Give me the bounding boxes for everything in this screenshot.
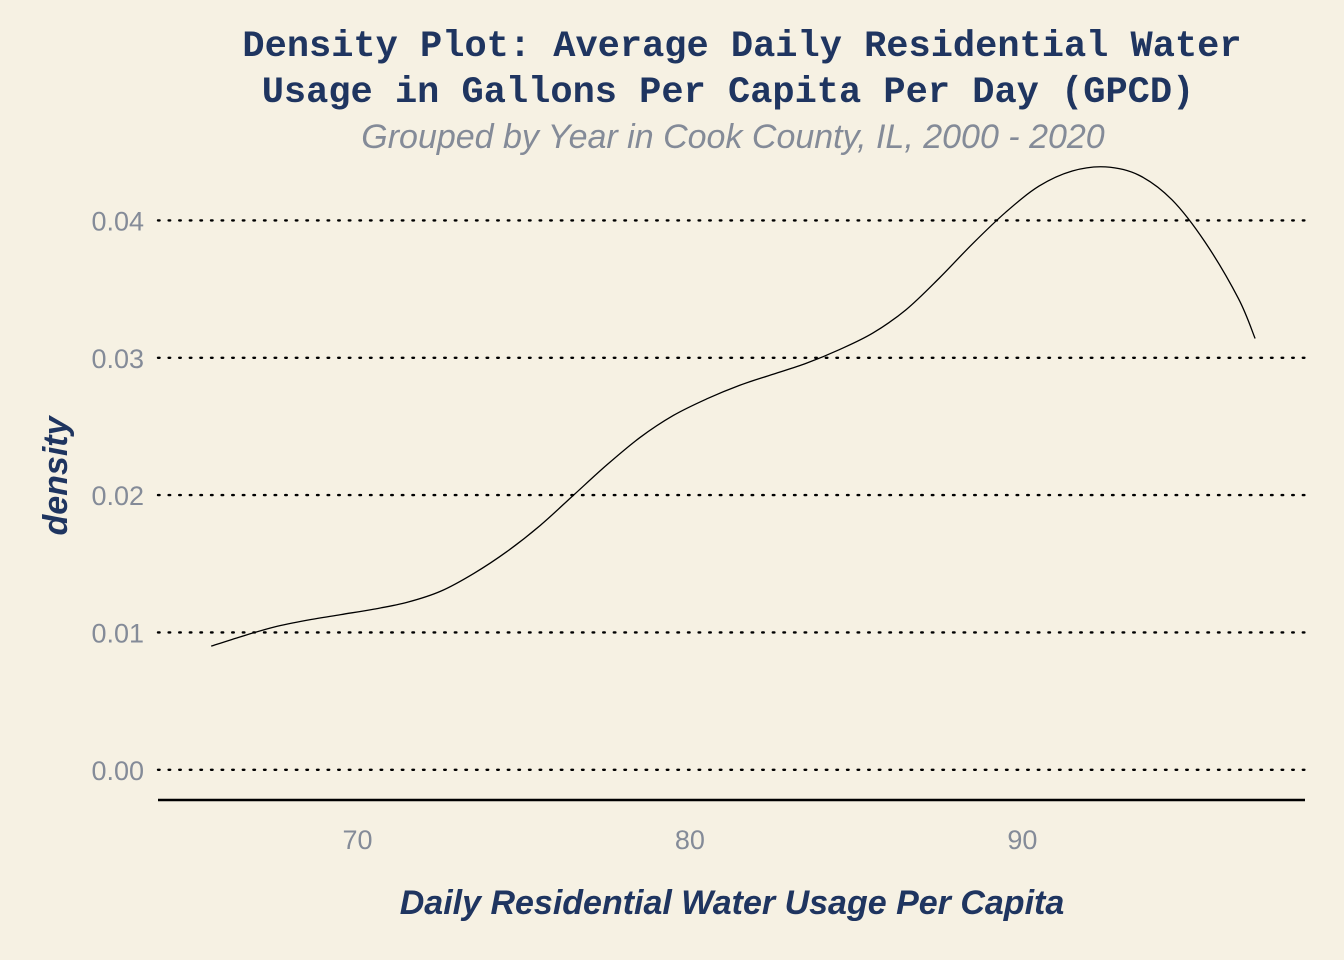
x-tick-label: 70	[342, 825, 372, 855]
density-curve	[210, 166, 1256, 647]
y-tick-label: 0.03	[91, 344, 144, 374]
x-tick-label: 90	[1007, 825, 1037, 855]
x-axis-title: Daily Residential Water Usage Per Capita	[400, 884, 1065, 922]
y-tick-label: 0.04	[91, 206, 144, 236]
y-axis-title: density	[37, 414, 75, 535]
chart-subtitle: Grouped by Year in Cook County, IL, 2000…	[361, 118, 1105, 156]
y-tick-labels: 0.00 0.01 0.02 0.03 0.04	[91, 206, 144, 785]
y-tick-label: 0.02	[91, 481, 144, 511]
y-tick-label: 0.01	[91, 618, 144, 648]
y-tick-label: 0.00	[91, 756, 144, 786]
x-tick-labels: 70 80 90	[342, 825, 1037, 855]
x-tick-label: 80	[675, 825, 705, 855]
chart-title-line-2: Usage in Gallons Per Capita Per Day (GPC…	[262, 72, 1195, 114]
gridlines	[156, 219, 1307, 771]
chart-title-line-1: Density Plot: Average Daily Residential …	[242, 26, 1241, 68]
